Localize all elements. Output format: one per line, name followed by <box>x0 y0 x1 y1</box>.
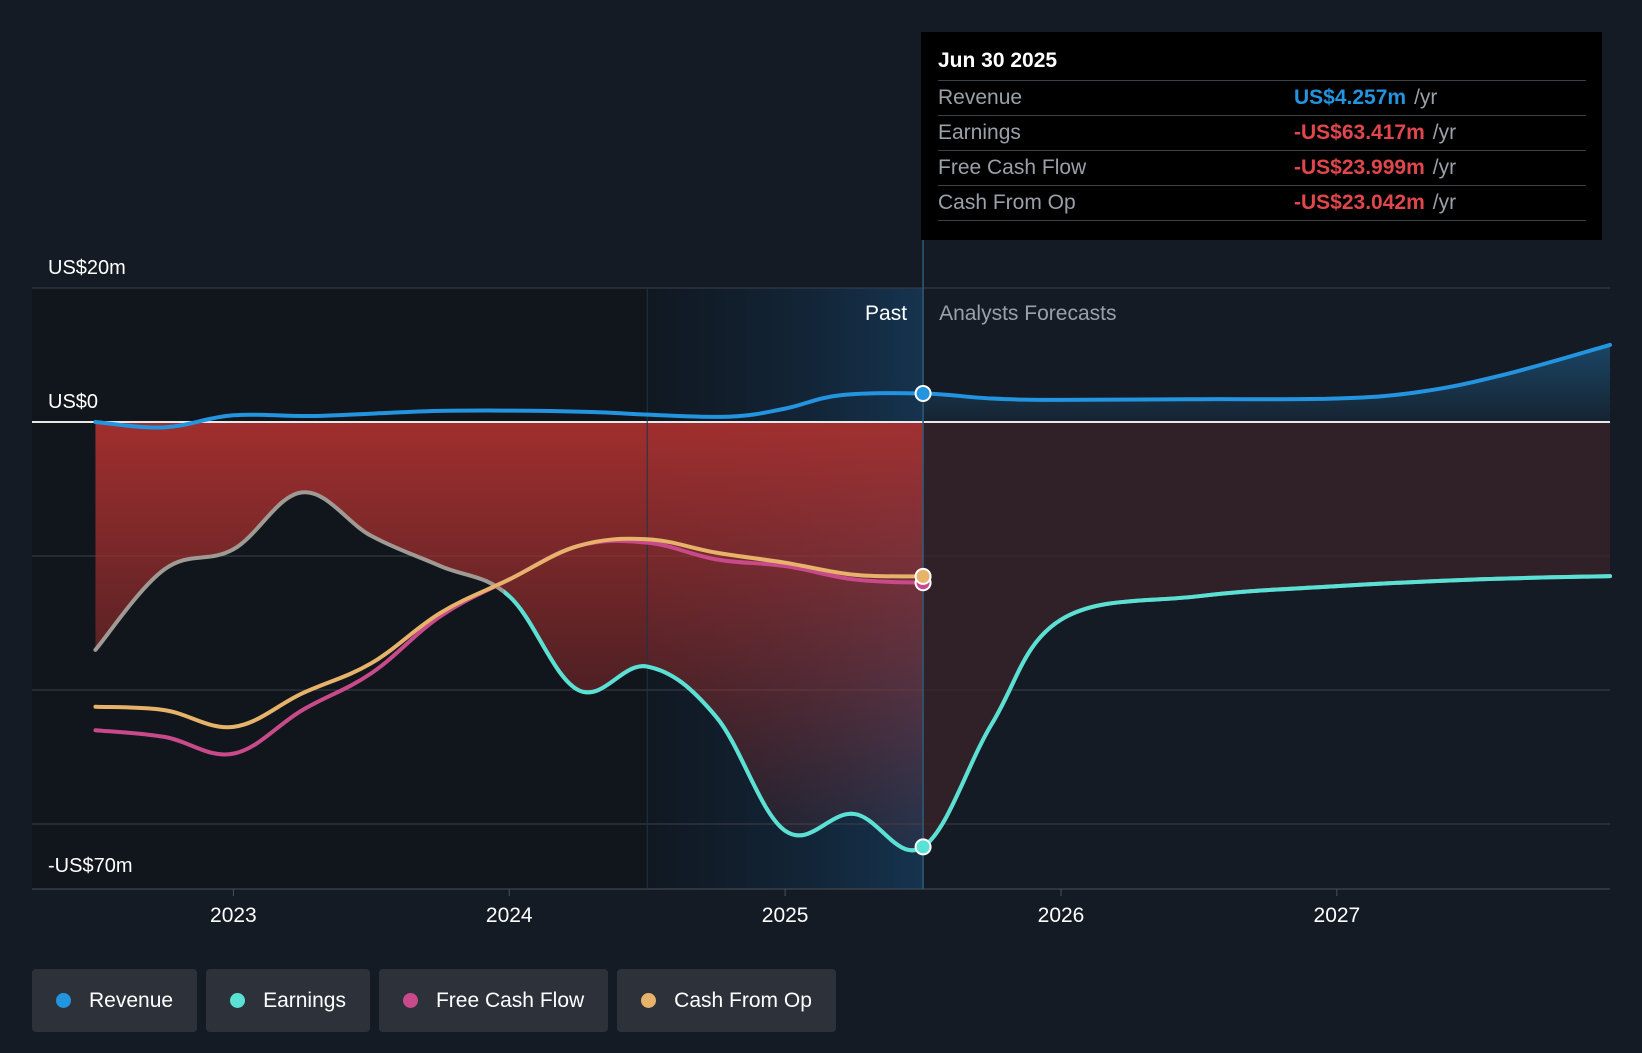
tooltip-label: Free Cash Flow <box>938 156 1087 179</box>
legend-label: Revenue <box>89 988 174 1012</box>
tooltip-row-free-cash-flow: Free Cash Flow -US$23.999m /yr <box>938 151 1586 186</box>
cash-from-op-line <box>93 536 926 730</box>
legend-label: Cash From Op <box>674 988 812 1012</box>
legend-label: Earnings <box>263 988 346 1012</box>
tooltip-unit: /yr <box>1432 121 1457 144</box>
tooltip-unit: /yr <box>1432 191 1457 214</box>
legend-item-revenue[interactable]: Revenue <box>32 969 198 1032</box>
tooltip-row-revenue: Revenue US$4.257m /yr <box>938 81 1586 116</box>
forecast-label: Analysts Forecasts <box>939 302 1116 325</box>
x-tick-label: 2024 <box>486 904 533 927</box>
past-label: Past <box>865 302 907 325</box>
y-tick-label: -US$70m <box>48 855 132 877</box>
tooltip-value: -US$63.417m <box>1294 121 1425 144</box>
x-tick-label: 2025 <box>762 904 809 927</box>
x-tick-label: 2027 <box>1314 904 1361 927</box>
cash-from-op-marker <box>914 567 932 585</box>
revenue-area-forecast <box>923 344 1610 422</box>
tooltip-value: -US$23.042m <box>1294 191 1425 214</box>
legend-label: Free Cash Flow <box>435 988 585 1012</box>
tooltip: Jun 30 2025 Revenue US$4.257m /yr Earnin… <box>921 32 1602 240</box>
earnings-negative-area-forecast <box>923 422 1610 847</box>
earnings-line <box>503 574 1612 853</box>
legend: Revenue Earnings Free Cash Flow Cash Fro… <box>32 969 836 1032</box>
tooltip-unit: /yr <box>1432 156 1457 179</box>
tooltip-value: US$4.257m <box>1294 86 1407 109</box>
revenue-line <box>93 342 1612 430</box>
tooltip-value: -US$23.999m <box>1294 156 1425 179</box>
cash-from-op-dot-icon <box>641 993 657 1008</box>
earnings-negative-area-past <box>95 422 924 851</box>
y-tick-label: US$0 <box>48 391 98 413</box>
legend-item-cash-from-op[interactable]: Cash From Op <box>617 969 836 1032</box>
tooltip-label: Earnings <box>938 121 1021 144</box>
tooltip-unit: /yr <box>1414 86 1438 109</box>
tooltip-label: Revenue <box>938 86 1023 109</box>
tooltip-row-earnings: Earnings -US$63.417m /yr <box>938 116 1586 151</box>
x-tick-label: 2023 <box>210 904 257 927</box>
tooltip-row-cash-from-op: Cash From Op -US$23.042m /yr <box>938 186 1586 221</box>
free-cash-flow-dot-icon <box>402 993 418 1008</box>
legend-item-free-cash-flow[interactable]: Free Cash Flow <box>378 969 609 1032</box>
x-tick-label: 2026 <box>1038 904 1085 927</box>
revenue-marker <box>914 384 932 402</box>
revenue-dot-icon <box>56 993 71 1008</box>
legend-item-earnings[interactable]: Earnings <box>206 969 370 1032</box>
earnings-dot-icon <box>230 993 246 1008</box>
tooltip-date: Jun 30 2025 <box>938 46 1586 81</box>
earnings-marker <box>914 838 932 856</box>
y-tick-label: US$20m <box>48 257 126 279</box>
tooltip-label: Cash From Op <box>938 191 1076 214</box>
